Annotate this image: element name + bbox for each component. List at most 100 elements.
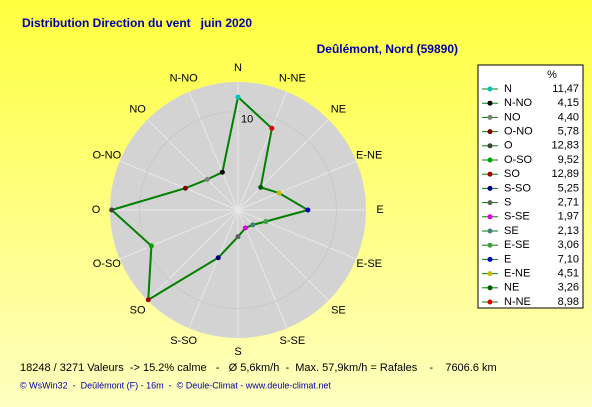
legend-value: 3,06 xyxy=(558,239,579,251)
point xyxy=(235,234,241,240)
legend-marker xyxy=(487,228,493,234)
legend-marker xyxy=(487,214,493,220)
legend-value: 4,15 xyxy=(558,97,579,109)
legend-label: S-SO xyxy=(504,182,531,194)
point xyxy=(305,207,311,213)
direction-label: E-SE xyxy=(356,258,382,270)
r-tick-label: 10 xyxy=(241,113,253,125)
legend-value: 3,26 xyxy=(558,282,579,294)
legend-marker xyxy=(487,285,493,291)
legend-label: S xyxy=(504,197,511,209)
legend-value: 4,40 xyxy=(558,111,579,123)
legend-value: 5,25 xyxy=(558,182,579,194)
legend-label: N xyxy=(504,83,512,95)
direction-label: O xyxy=(92,204,101,216)
direction-label: E-NE xyxy=(356,150,382,162)
point xyxy=(250,222,256,228)
point xyxy=(219,169,225,175)
legend-label: SE xyxy=(504,225,519,237)
legend-value: 2,13 xyxy=(558,225,579,237)
spoke xyxy=(237,91,288,211)
spoke xyxy=(147,209,239,301)
legend-marker xyxy=(487,299,493,305)
spoke xyxy=(237,160,357,211)
direction-label: SE xyxy=(331,304,346,316)
legend-label: O xyxy=(504,140,513,152)
spoke xyxy=(147,119,239,211)
legend-value: 4,51 xyxy=(558,268,579,280)
point xyxy=(148,243,154,249)
legend-marker xyxy=(487,114,493,120)
legend-marker xyxy=(487,86,493,92)
direction-label: N-NE xyxy=(279,73,306,85)
legend-label: NO xyxy=(504,111,521,123)
credit: © WsWin32 - Deûlémont (F) - 16m - © Deul… xyxy=(20,380,331,390)
point xyxy=(204,176,210,182)
legend-marker xyxy=(487,256,493,262)
legend-value: 5,78 xyxy=(558,126,579,138)
direction-label: NO xyxy=(129,103,146,115)
legend-value: 12,83 xyxy=(551,140,579,152)
legend-marker xyxy=(487,171,493,177)
legend-label: E xyxy=(504,253,511,265)
spoke xyxy=(188,209,239,329)
legend-value: 8,98 xyxy=(558,296,579,308)
direction-label: S-SO xyxy=(170,335,197,347)
spoke xyxy=(237,209,357,260)
legend-label: SO xyxy=(504,168,520,180)
legend-marker xyxy=(487,200,493,206)
legend-label: E-NE xyxy=(504,268,530,280)
point xyxy=(215,255,221,261)
direction-label: N-NO xyxy=(170,73,199,85)
legend-value: 12,89 xyxy=(551,168,579,180)
chart-title: Distribution Direction du vent juin 2020 xyxy=(22,16,252,30)
grid-ring xyxy=(139,111,337,309)
legend-marker xyxy=(487,185,493,191)
legend-marker xyxy=(487,157,493,163)
point xyxy=(242,225,248,231)
legend-label: E-SE xyxy=(504,239,530,251)
legend-value: 2,71 xyxy=(558,197,579,209)
legend-value: 11,47 xyxy=(552,83,579,95)
spoke xyxy=(119,209,239,260)
spoke xyxy=(188,91,239,211)
legend-marker xyxy=(487,242,493,248)
legend-header: % xyxy=(547,69,557,81)
legend-label: O-SO xyxy=(504,154,533,166)
legend-box xyxy=(477,64,584,309)
direction-label: NE xyxy=(331,103,346,115)
point xyxy=(263,219,269,225)
direction-label: O-SO xyxy=(93,258,122,270)
direction-label: O-NO xyxy=(92,150,121,162)
spoke xyxy=(119,160,239,211)
legend-marker xyxy=(487,143,493,149)
chart-subtitle: Deûlémont, Nord (59890) xyxy=(317,42,458,56)
legend-marker xyxy=(487,129,493,135)
direction-label: S xyxy=(234,346,241,358)
footer: 18248 / 3271 Valeurs -> 15.2% calme - Ø … xyxy=(20,362,497,374)
legend-label: N-NE xyxy=(504,296,531,308)
legend-label: O-NO xyxy=(504,126,533,138)
legend-label: NE xyxy=(504,282,519,294)
direction-label: E xyxy=(376,204,383,216)
legend-value: 1,97 xyxy=(558,211,579,223)
point xyxy=(182,185,188,191)
point xyxy=(276,190,282,196)
direction-label: S-SE xyxy=(279,335,305,347)
legend-marker xyxy=(487,100,493,106)
point xyxy=(145,297,151,303)
legend-value: 7,10 xyxy=(558,253,579,265)
point xyxy=(258,184,264,190)
point xyxy=(269,125,275,131)
direction-label: N xyxy=(234,62,242,74)
point xyxy=(235,94,241,100)
legend-label: S-SE xyxy=(504,211,530,223)
point xyxy=(109,207,115,213)
legend-marker xyxy=(487,271,493,277)
direction-label: SO xyxy=(130,304,146,316)
legend-value: 9,52 xyxy=(558,154,579,166)
legend-label: N-NO xyxy=(504,97,533,109)
spoke xyxy=(237,119,329,211)
